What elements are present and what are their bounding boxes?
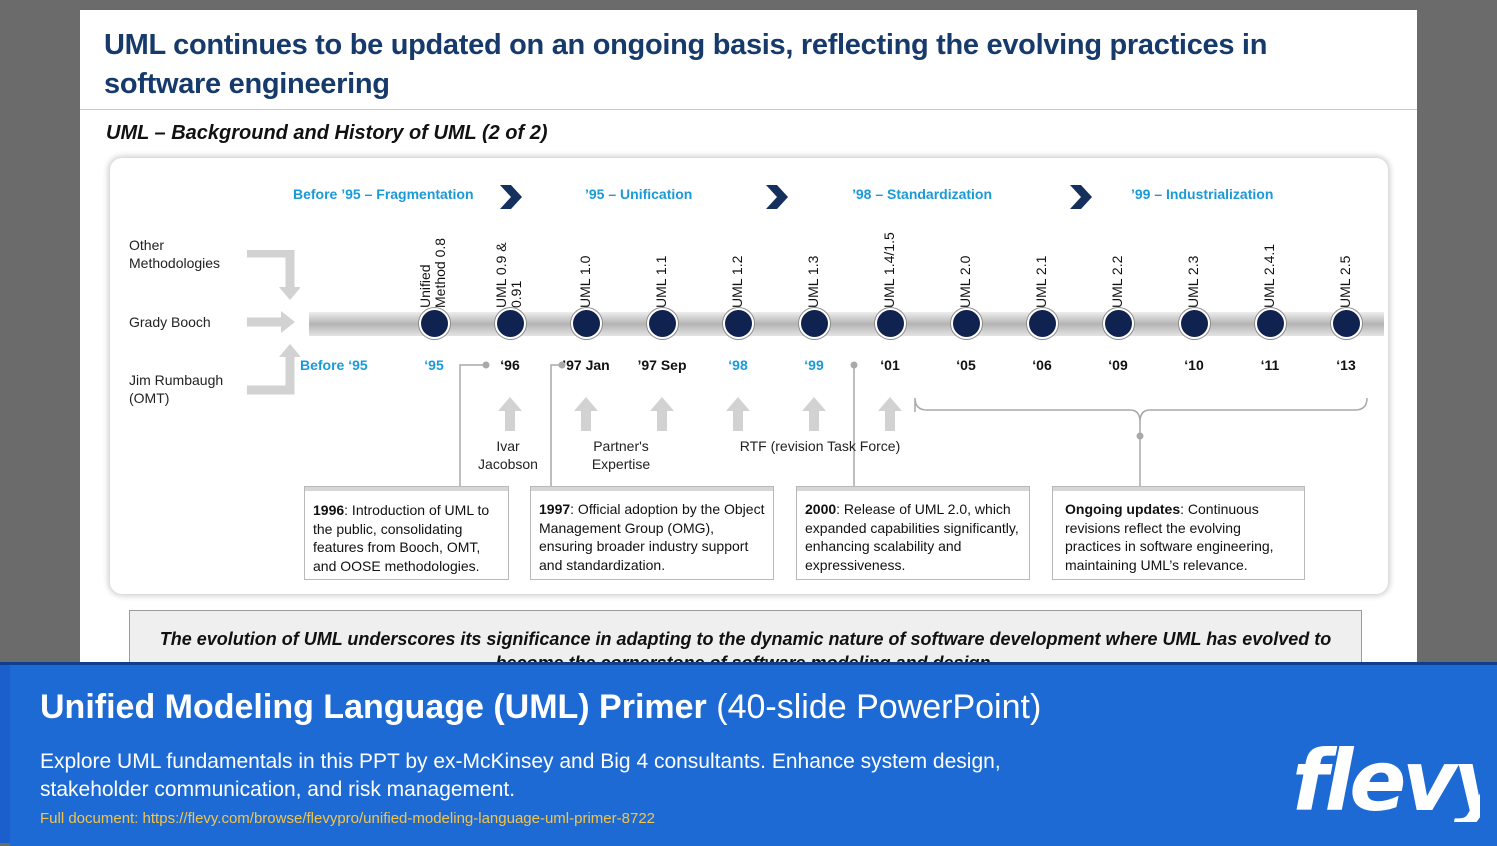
callout-1997: 1997: Official adoption by the Object Ma… bbox=[530, 486, 774, 580]
year-label: ‘09 bbox=[1108, 357, 1128, 373]
timeline-bar bbox=[309, 312, 1384, 336]
milestone-dot bbox=[1255, 308, 1286, 339]
source-jim-rumbaugh: Jim Rumbaugh (OMT) bbox=[129, 372, 224, 406]
banner-title: Unified Modeling Language (UML) Primer (… bbox=[40, 688, 1042, 726]
title-divider bbox=[80, 109, 1417, 110]
milestone-dot bbox=[1027, 308, 1058, 339]
up-arrow-icon bbox=[802, 397, 826, 431]
milestone-dot bbox=[875, 308, 906, 339]
promo-banner bbox=[0, 662, 1497, 846]
milestone-dot bbox=[951, 308, 982, 339]
version-label: UML 1.4/1.5 bbox=[881, 232, 897, 308]
milestone-dot bbox=[799, 308, 830, 339]
year-label: ‘10 bbox=[1184, 357, 1204, 373]
year-before-95: Before ‘95 bbox=[300, 357, 368, 373]
year-label: ‘11 bbox=[1260, 357, 1280, 373]
milestone-dot bbox=[1331, 308, 1362, 339]
contributor-rtf: RTF (revision Task Force) bbox=[739, 438, 901, 454]
year-label: ‘01 bbox=[880, 357, 900, 373]
phase-industrialization: ’99 – Industrialization bbox=[1131, 186, 1274, 202]
milestone-dot bbox=[1179, 308, 1210, 339]
up-arrow-icon bbox=[650, 397, 674, 431]
slide-title: UML continues to be updated on an ongoin… bbox=[104, 29, 1268, 100]
version-label: Unified Method 0.8 bbox=[417, 237, 448, 308]
banner-description: Explore UML fundamentals in this PPT by … bbox=[40, 750, 1001, 801]
callout-ongoing-updates: Ongoing updates: Continuous revisions re… bbox=[1052, 486, 1305, 580]
year-label: ‘05 bbox=[956, 357, 976, 373]
version-label: UML 1.1 bbox=[653, 255, 669, 308]
milestone-dot bbox=[1103, 308, 1134, 339]
phase-standardization: ’98 – Standardization bbox=[852, 186, 993, 202]
chevron-right-icon bbox=[1070, 185, 1092, 209]
conclusion-box: The evolution of UML underscores its sig… bbox=[129, 610, 1362, 670]
merge-arrows-icon bbox=[247, 250, 300, 395]
version-label: UML 2.3 bbox=[1185, 255, 1201, 308]
year-label: ‘99 bbox=[804, 357, 824, 373]
year-label: ‘95 bbox=[424, 357, 444, 373]
year-label: ’97 Sep bbox=[637, 357, 687, 373]
version-label: UML 2.2 bbox=[1109, 255, 1125, 308]
milestone-dot bbox=[571, 308, 602, 339]
year-label: ‘96 bbox=[500, 357, 520, 373]
flevy-logo: flevy bbox=[1292, 732, 1480, 822]
version-label: UML 1.3 bbox=[805, 255, 821, 308]
contributor-ivar-jacobson: Ivar Jacobson bbox=[478, 438, 538, 472]
phase-unification: ’95 – Unification bbox=[585, 186, 693, 202]
up-arrow-icon bbox=[574, 397, 598, 431]
milestone-dot bbox=[419, 308, 450, 339]
source-other-methodologies: Other Methodologies bbox=[129, 237, 221, 271]
version-label: UML 1.0 bbox=[577, 255, 593, 308]
version-label: UML 2.4.1 bbox=[1261, 243, 1277, 308]
milestone-dot bbox=[495, 308, 526, 339]
chevron-right-icon bbox=[500, 185, 522, 209]
year-label: ’97 Jan bbox=[562, 357, 610, 373]
phase-fragmentation: Before ’95 – Fragmentation bbox=[293, 186, 474, 202]
year-label: ‘98 bbox=[728, 357, 748, 373]
milestone-dot bbox=[723, 308, 754, 339]
slide: UML continues to be updated on an ongoin… bbox=[80, 10, 1417, 670]
svg-text:flevy: flevy bbox=[1292, 732, 1480, 822]
chevron-right-icon bbox=[766, 185, 788, 209]
up-arrow-icon bbox=[498, 397, 522, 431]
banner-link[interactable]: Full document: https://flevy.com/browse/… bbox=[40, 810, 655, 827]
version-label: UML 2.0 bbox=[957, 255, 973, 308]
milestone-dot bbox=[647, 308, 678, 339]
year-label: ‘13 bbox=[1336, 357, 1356, 373]
slide-subtitle: UML – Background and History of UML (2 o… bbox=[106, 122, 548, 144]
up-arrow-icon bbox=[726, 397, 750, 431]
version-label: UML 0.9 & 0.91 bbox=[493, 242, 524, 308]
version-label: UML 2.5 bbox=[1337, 255, 1353, 308]
version-label: UML 1.2 bbox=[729, 255, 745, 308]
up-arrow-icon bbox=[878, 397, 902, 431]
source-grady-booch: Grady Booch bbox=[129, 314, 211, 330]
connector-lines bbox=[459, 361, 1368, 486]
version-label: UML 2.1 bbox=[1033, 255, 1049, 308]
callout-1996: 1996: Introduction of UML to the public,… bbox=[304, 486, 509, 580]
contributor-partners-expertise: Partner's Expertise bbox=[591, 438, 651, 472]
year-label: ‘06 bbox=[1032, 357, 1052, 373]
callout-2000: 2000: Release of UML 2.0, which expanded… bbox=[796, 486, 1030, 580]
